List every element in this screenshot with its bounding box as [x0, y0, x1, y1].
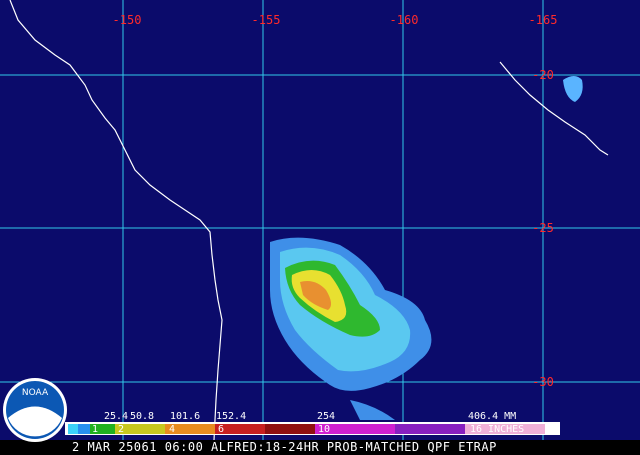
longitude-label: -160 — [390, 13, 419, 27]
longitude-label: -155 — [252, 13, 281, 27]
graticule — [0, 0, 640, 440]
mm-label: 152.4 — [216, 411, 246, 422]
inch-label: 4 — [169, 424, 175, 435]
mm-label: 101.6 — [170, 411, 200, 422]
inch-label: 6 — [218, 424, 224, 435]
longitude-label: -150 — [113, 13, 142, 27]
inch-label: 1 — [92, 424, 98, 435]
latitude-label: -30 — [532, 375, 554, 389]
mm-label: 406.4 MM — [468, 411, 516, 422]
latitude-label: -20 — [532, 68, 554, 82]
colorbar — [65, 422, 560, 435]
noaa-logo: NOAA — [3, 378, 67, 442]
latitude-label: -25 — [532, 221, 554, 235]
rainfall-field — [270, 237, 432, 420]
caption-strip — [0, 440, 640, 455]
mm-label: 25.4 — [104, 411, 128, 422]
mm-label: 254 — [317, 411, 335, 422]
island-rain — [563, 76, 583, 102]
mm-label: 50.8 — [130, 411, 154, 422]
inch-label: 10 — [318, 424, 330, 435]
logo-text: NOAA — [22, 388, 49, 398]
inch-label: 16 INCHES — [470, 424, 524, 435]
inch-label: 2 — [118, 424, 124, 435]
caption: 2 MAR 25061 06:00 ALFRED:18-24HR PROB-MA… — [72, 440, 497, 454]
longitude-label: -165 — [529, 13, 558, 27]
coastlines — [9, 0, 609, 441]
